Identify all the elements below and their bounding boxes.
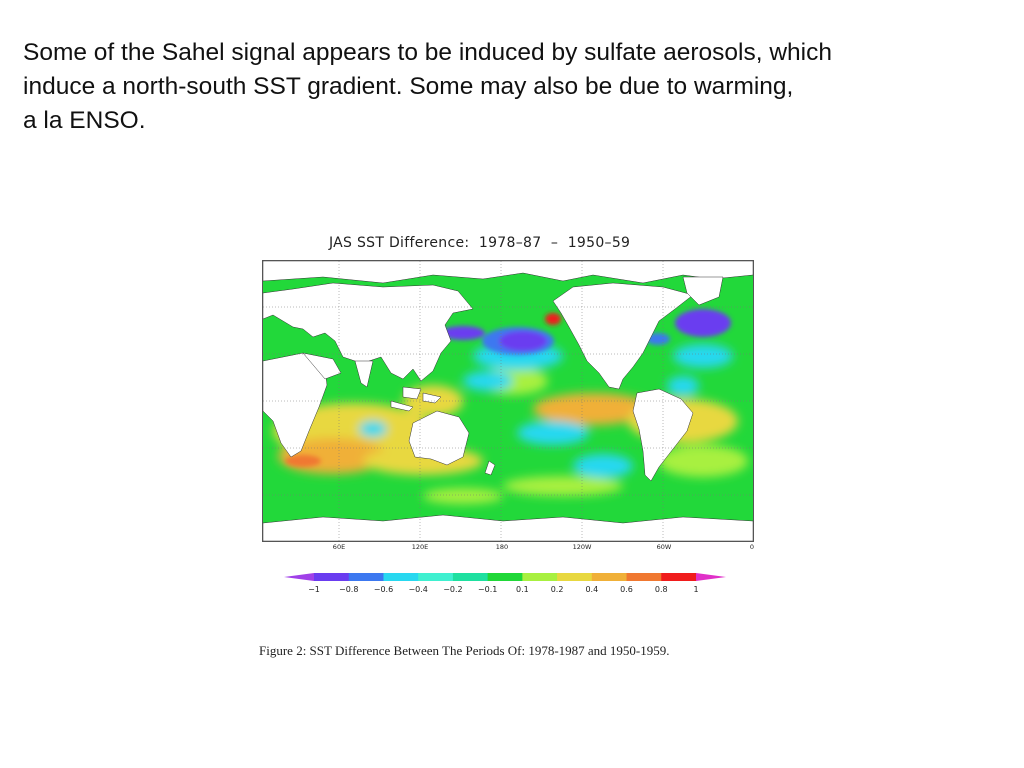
colorbar-labels: −1 −0.8 −0.6 −0.4 −0.2 −0.1 0.1 0.2 0.4 0.6 0.8 1 (284, 585, 726, 597)
colorbar-level-label: −1 (308, 585, 320, 594)
slide-text-line: a la ENSO. (23, 107, 146, 134)
sst-difference-map (262, 260, 754, 542)
colorbar-swatch (591, 573, 628, 581)
graticule (263, 261, 753, 541)
colorbar-level-label: 0.8 (654, 585, 668, 594)
colorbar-level-label: −0.6 (373, 585, 394, 594)
colorbar-swatch (487, 573, 523, 581)
colorbar-level-label: −0.1 (477, 585, 498, 594)
colorbar-level-label: 0.6 (620, 585, 633, 594)
slide-text-line: induce a north-south SST gradient. Some … (23, 73, 794, 100)
colorbar-swatch (661, 573, 697, 581)
colorbar-swatches (284, 573, 726, 581)
colorbar-level-label: 0.1 (515, 585, 529, 594)
colorbar-level-label: −0.8 (339, 585, 359, 594)
map-svg (263, 261, 753, 541)
lon-tick-label: 120W (572, 543, 592, 551)
colorbar-level-label: 0.2 (550, 585, 564, 594)
strong-anomalies (285, 309, 731, 467)
colorbar-swatch (626, 573, 662, 581)
lon-tick-label: 0 (749, 543, 755, 551)
colorbar-level-label: −0.4 (408, 585, 428, 594)
colorbar-swatch (383, 573, 419, 581)
colorbar-swatch (418, 573, 454, 581)
colorbar-level-label: 1 (693, 585, 699, 594)
colorbar-swatch (314, 573, 350, 581)
land-masses (263, 261, 753, 541)
lon-tick-label: 120E (411, 543, 429, 551)
colorbar-level-label: −0.2 (443, 585, 463, 594)
longitude-tick-labels: 60E 120E 180 120W 60W 0 (262, 543, 754, 555)
lon-tick-label: 180 (495, 543, 509, 551)
slide-text-line: Some of the Sahel signal appears to be i… (23, 39, 833, 66)
lon-tick-label: 60E (332, 543, 346, 551)
slide-text: Some of the Sahel signal appears to be i… (23, 36, 1003, 138)
colorbar-swatch (557, 573, 593, 581)
colorbar: −1 −0.8 −0.6 −0.4 −0.2 −0.1 0.1 0.2 0.4 0.6 0.8 1 (284, 570, 726, 600)
map-title: JAS SST Difference: 1978–87 – 1950–59 (329, 235, 631, 251)
colorbar-swatch (452, 573, 489, 581)
colorbar-swatch (348, 573, 384, 581)
figure-caption: Figure 2: SST Difference Between The Per… (259, 643, 670, 658)
lon-tick-label: 60W (656, 543, 672, 551)
colorbar-arrow-high (696, 573, 726, 581)
colorbar-level-label: 0.4 (585, 585, 599, 594)
colorbar-arrow-low (284, 573, 314, 581)
colorbar-swatch (522, 573, 558, 581)
